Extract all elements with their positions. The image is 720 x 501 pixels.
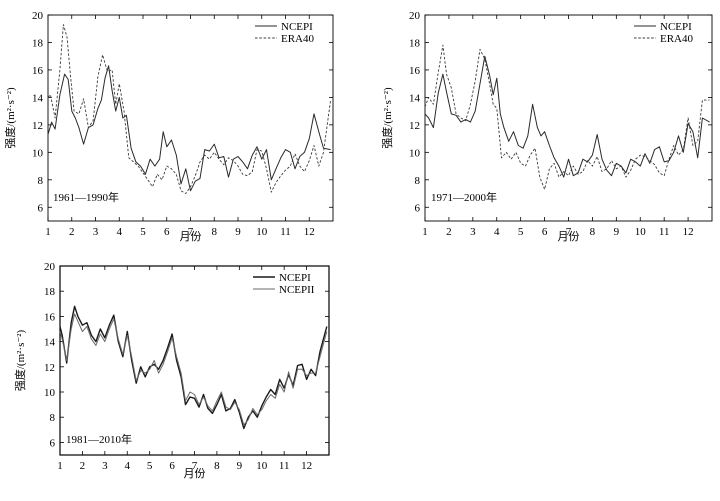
- x-tick-label: 6: [542, 226, 548, 238]
- series-line-ncepi: [59, 305, 328, 430]
- x-tick-label: 9: [237, 460, 243, 472]
- y-tick-label: 16: [44, 311, 56, 323]
- x-tick-label: 4: [125, 460, 131, 472]
- x-tick-label: 7: [566, 226, 572, 238]
- x-axis-label: 月份: [184, 467, 206, 480]
- series-line-era40: [47, 24, 332, 194]
- y-tick-label: 16: [32, 65, 44, 77]
- legend-label: ERA40: [281, 33, 315, 45]
- x-tick-label: 7: [192, 460, 198, 472]
- x-axis-label: 月份: [180, 230, 202, 243]
- y-tick-label: 6: [50, 437, 56, 449]
- x-tick-label: 1: [422, 226, 428, 238]
- x-tick-label: 12: [304, 226, 315, 238]
- x-tick-label: 6: [169, 460, 175, 472]
- y-tick-label: 8: [38, 175, 44, 187]
- x-tick-label: 4: [494, 226, 500, 238]
- x-tick-label: 6: [164, 226, 170, 238]
- x-tick-label: 9: [614, 226, 620, 238]
- period-label: 1961—1990年: [53, 190, 119, 204]
- y-tick-label: 12: [32, 120, 43, 132]
- y-tick-label: 14: [44, 337, 56, 349]
- plot-frame: [424, 14, 713, 222]
- y-tick-label: 10: [409, 147, 421, 159]
- y-tick-label: 8: [50, 412, 56, 424]
- legend-label: NCEPII: [279, 284, 315, 296]
- x-tick-label: 5: [140, 226, 146, 238]
- x-tick-label: 5: [147, 460, 153, 472]
- x-tick-label: 11: [280, 226, 291, 238]
- series-line-ncepi: [47, 65, 331, 192]
- y-tick-label: 18: [44, 286, 56, 298]
- x-axis-label: 月份: [558, 230, 580, 243]
- x-tick-label: 12: [683, 226, 694, 238]
- x-tick-label: 3: [470, 226, 476, 238]
- y-tick-label: 14: [409, 92, 421, 104]
- series-line-ncepi: [424, 55, 710, 178]
- legend-label: NCEPI: [281, 21, 313, 33]
- series-line-era40: [424, 44, 710, 190]
- y-tick-label: 18: [32, 37, 44, 49]
- x-tick-label: 1: [57, 460, 63, 472]
- x-tick-label: 7: [188, 226, 194, 238]
- x-tick-label: 1: [45, 226, 51, 238]
- series-line-ncepii: [59, 313, 328, 426]
- x-tick-label: 3: [102, 460, 108, 472]
- x-tick-label: 2: [69, 226, 75, 238]
- y-tick-label: 18: [409, 37, 421, 49]
- y-tick-label: 8: [415, 175, 421, 187]
- y-tick-label: 20: [32, 10, 44, 22]
- legend-label: NCEPI: [279, 272, 311, 284]
- y-axis-label: 强度/(m²·s⁻²): [380, 87, 394, 149]
- x-tick-label: 11: [279, 460, 290, 472]
- x-tick-label: 8: [212, 226, 218, 238]
- y-axis-label: 强度/(m²·s⁻²): [13, 330, 27, 392]
- y-tick-label: 20: [44, 261, 56, 273]
- x-tick-label: 10: [635, 226, 647, 238]
- x-tick-label: 10: [256, 460, 268, 472]
- x-tick-label: 2: [446, 226, 452, 238]
- y-tick-label: 12: [409, 120, 420, 132]
- x-tick-label: 10: [256, 226, 268, 238]
- x-tick-label: 8: [214, 460, 220, 472]
- y-axis-label: 强度/(m²·s⁻²): [3, 87, 17, 149]
- x-tick-label: 2: [80, 460, 86, 472]
- x-tick-label: 8: [590, 226, 596, 238]
- x-tick-label: 4: [117, 226, 123, 238]
- x-tick-label: 5: [518, 226, 524, 238]
- legend-label: NCEPI: [660, 21, 692, 33]
- x-tick-label: 12: [301, 460, 312, 472]
- y-tick-label: 14: [32, 92, 44, 104]
- y-tick-label: 6: [38, 202, 44, 214]
- period-label: 1971—2000年: [431, 190, 497, 204]
- period-label: 1981—2010年: [66, 432, 132, 446]
- y-tick-label: 16: [409, 65, 421, 77]
- y-tick-label: 10: [32, 147, 44, 159]
- y-tick-label: 20: [409, 10, 421, 22]
- legend-label: ERA40: [660, 33, 694, 45]
- x-tick-label: 9: [235, 226, 241, 238]
- y-tick-label: 6: [415, 202, 421, 214]
- y-tick-label: 10: [44, 387, 56, 399]
- x-tick-label: 11: [659, 226, 670, 238]
- y-tick-label: 12: [44, 362, 55, 374]
- x-tick-label: 3: [93, 226, 99, 238]
